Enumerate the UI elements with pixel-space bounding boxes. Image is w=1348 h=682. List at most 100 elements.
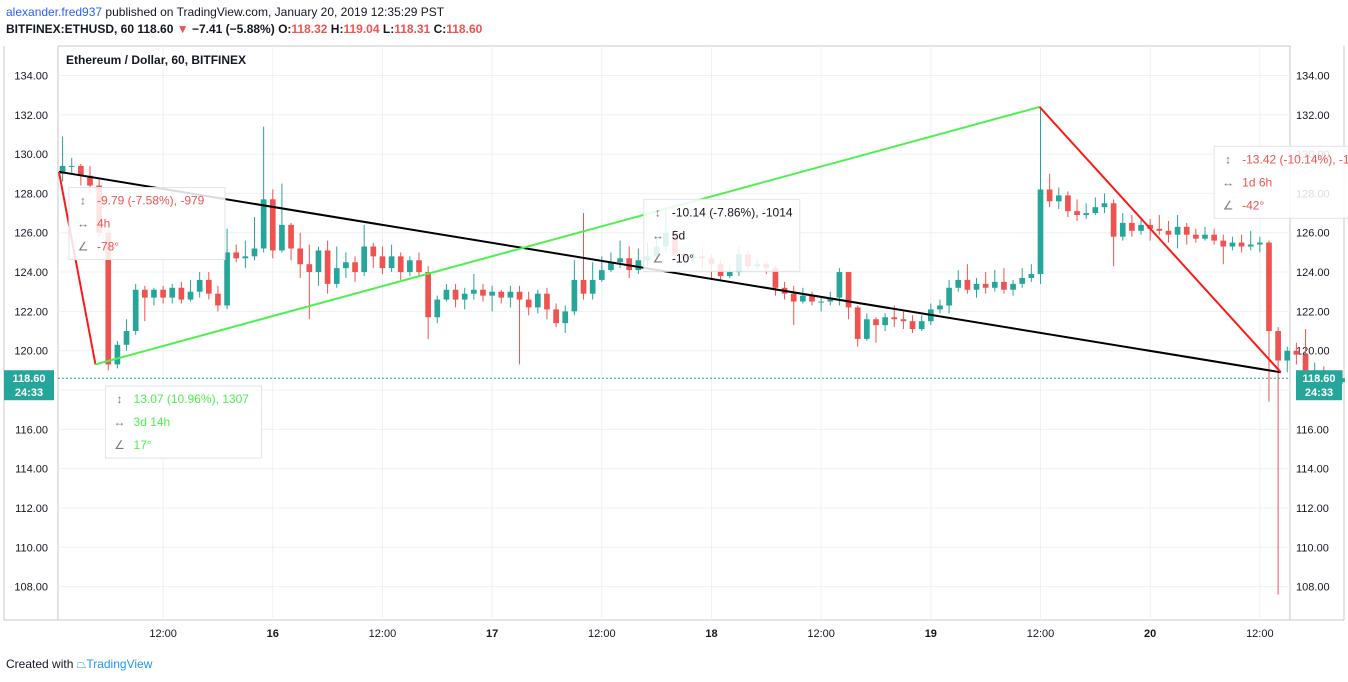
plot-area bbox=[57, 45, 1291, 621]
candle-up bbox=[589, 279, 596, 294]
open-value: 118.32 bbox=[291, 22, 328, 36]
candle-down bbox=[1183, 226, 1190, 235]
candle-up bbox=[434, 299, 441, 318]
trend-line-black bbox=[58, 170, 1282, 374]
annotation-a1: ↕ ↔ ∠ -9.79 (-7.58%), -979 4h -78° bbox=[68, 187, 226, 261]
annotation-duration: 4h bbox=[97, 217, 110, 231]
last-price-badge-right bbox=[1296, 370, 1342, 401]
candle-up bbox=[1037, 189, 1044, 275]
candle-down bbox=[1220, 240, 1227, 247]
candle-up bbox=[196, 279, 203, 292]
angle-icon: ∠ bbox=[1223, 198, 1234, 212]
candle-down bbox=[1266, 242, 1272, 332]
price-range-icon: ↕ bbox=[655, 205, 661, 219]
angle-icon: ∠ bbox=[652, 251, 663, 265]
candle-down bbox=[1193, 234, 1199, 239]
candle-down bbox=[1110, 203, 1117, 237]
candle-up bbox=[1092, 207, 1099, 214]
open-label: O: bbox=[278, 22, 292, 36]
footer: Created with ⏢TradingView bbox=[6, 657, 152, 672]
bars-range-icon: ↔ bbox=[652, 228, 664, 242]
candle-down bbox=[306, 264, 313, 273]
candle-up bbox=[635, 260, 642, 271]
candle-down bbox=[1147, 224, 1153, 229]
candle-down bbox=[580, 279, 587, 294]
x-tick-label: 12:00 bbox=[807, 628, 835, 640]
candle-down bbox=[498, 291, 505, 298]
publish-info: alexander.fred937 published on TradingVi… bbox=[6, 5, 444, 19]
low-value: 118.31 bbox=[394, 22, 431, 36]
x-tick-label: 12:00 bbox=[588, 628, 616, 640]
candle-down bbox=[141, 289, 148, 298]
y-axis-left: 108.00110.00112.00114.00116.00118.00120.… bbox=[14, 70, 48, 593]
annotation-angle: -10° bbox=[672, 251, 694, 265]
candle-up bbox=[279, 224, 285, 251]
candle-up bbox=[864, 319, 870, 339]
candle-up bbox=[489, 291, 495, 296]
candle-down bbox=[324, 250, 331, 284]
candle-down bbox=[416, 260, 422, 273]
y-tick-label-right: 126.00 bbox=[1296, 228, 1330, 240]
candle-up bbox=[315, 250, 322, 273]
x-axis: 12:00 16 12:00 17 12:00 18 12:00 19 12:00 20 12:00 bbox=[149, 628, 1273, 640]
candle-up bbox=[1284, 350, 1291, 361]
x-tick-label: 12:00 bbox=[1027, 628, 1055, 640]
candle-down bbox=[397, 256, 404, 273]
candle-up bbox=[333, 268, 340, 284]
candle-down bbox=[425, 272, 431, 318]
y-tick-label-right: 114.00 bbox=[1296, 464, 1329, 476]
candle-down bbox=[379, 256, 386, 269]
low-label: L: bbox=[382, 22, 395, 36]
high-label: H: bbox=[330, 22, 344, 36]
annotation-price-change: -13.42 (-10.14%), -1342 bbox=[1242, 152, 1348, 166]
last-price: 118.60 bbox=[137, 22, 174, 36]
measurement-annotations: ↕ ↔ ∠ -9.79 (-7.58%), -979 4h -78° ↕ ↔ ∠ 13.07 (1… bbox=[68, 145, 1348, 459]
candle-up bbox=[827, 297, 834, 302]
chart-title: Ethereum / Dollar, 60, BITFINEX bbox=[66, 53, 246, 67]
candle-down bbox=[854, 307, 861, 339]
candle-up bbox=[1138, 224, 1144, 231]
candle-up bbox=[991, 281, 998, 288]
tradingview-brand[interactable]: TradingView bbox=[86, 657, 153, 671]
x-tick-label: 12:00 bbox=[1246, 628, 1274, 640]
candle-up bbox=[818, 301, 824, 303]
down-arrow-icon: ▼ bbox=[176, 22, 189, 36]
x-tick-label: 16 bbox=[267, 628, 279, 640]
candle-up bbox=[407, 260, 413, 273]
annotation-angle: 17° bbox=[134, 438, 152, 452]
published-text: published on TradingView.com, January 20… bbox=[105, 5, 445, 19]
candle-up bbox=[1010, 283, 1016, 290]
y-tick-label-left: 116.00 bbox=[15, 424, 48, 436]
candle-up bbox=[800, 295, 806, 302]
price-range-icon: ↕ bbox=[1225, 152, 1231, 166]
symbol-info: BITFINEX:ETHUSD, 60 118.60 ▼ −7.41 (−5.8… bbox=[6, 22, 482, 36]
candle-down bbox=[1065, 195, 1071, 212]
trend-lines[interactable] bbox=[57, 105, 1282, 374]
x-tick-label: 17 bbox=[486, 628, 498, 640]
candle-up bbox=[534, 293, 541, 308]
annotation-box bbox=[105, 385, 263, 459]
y-tick-label-right: 134.00 bbox=[1296, 70, 1330, 82]
y-tick-label-left: 128.00 bbox=[14, 188, 48, 200]
y-tick-label-left: 134.00 bbox=[14, 70, 48, 82]
candle-down bbox=[964, 279, 971, 290]
candle-up bbox=[1119, 222, 1126, 237]
candle-up bbox=[507, 291, 514, 298]
candle-up bbox=[343, 262, 349, 269]
candle-down bbox=[78, 165, 84, 176]
tradingview-logo-icon[interactable]: ⏢ bbox=[76, 657, 87, 671]
candle-up bbox=[1229, 242, 1236, 247]
y-tick-label-right: 124.00 bbox=[1296, 267, 1330, 279]
price-chart[interactable]: 108.00110.00112.00114.00116.00118.00120.… bbox=[0, 40, 1348, 652]
annotation-angle: -42° bbox=[1242, 198, 1264, 212]
author-link[interactable]: alexander.fred937 bbox=[6, 5, 103, 19]
candle-down bbox=[1165, 230, 1172, 235]
candle-down bbox=[982, 283, 989, 288]
candle-down bbox=[178, 287, 185, 300]
candle-down bbox=[909, 321, 916, 330]
candle-down bbox=[452, 289, 459, 300]
candle-up bbox=[224, 252, 230, 306]
candle-up bbox=[260, 199, 267, 249]
annotation-duration: 5d bbox=[672, 228, 685, 242]
trend-line-red-left bbox=[57, 171, 97, 365]
